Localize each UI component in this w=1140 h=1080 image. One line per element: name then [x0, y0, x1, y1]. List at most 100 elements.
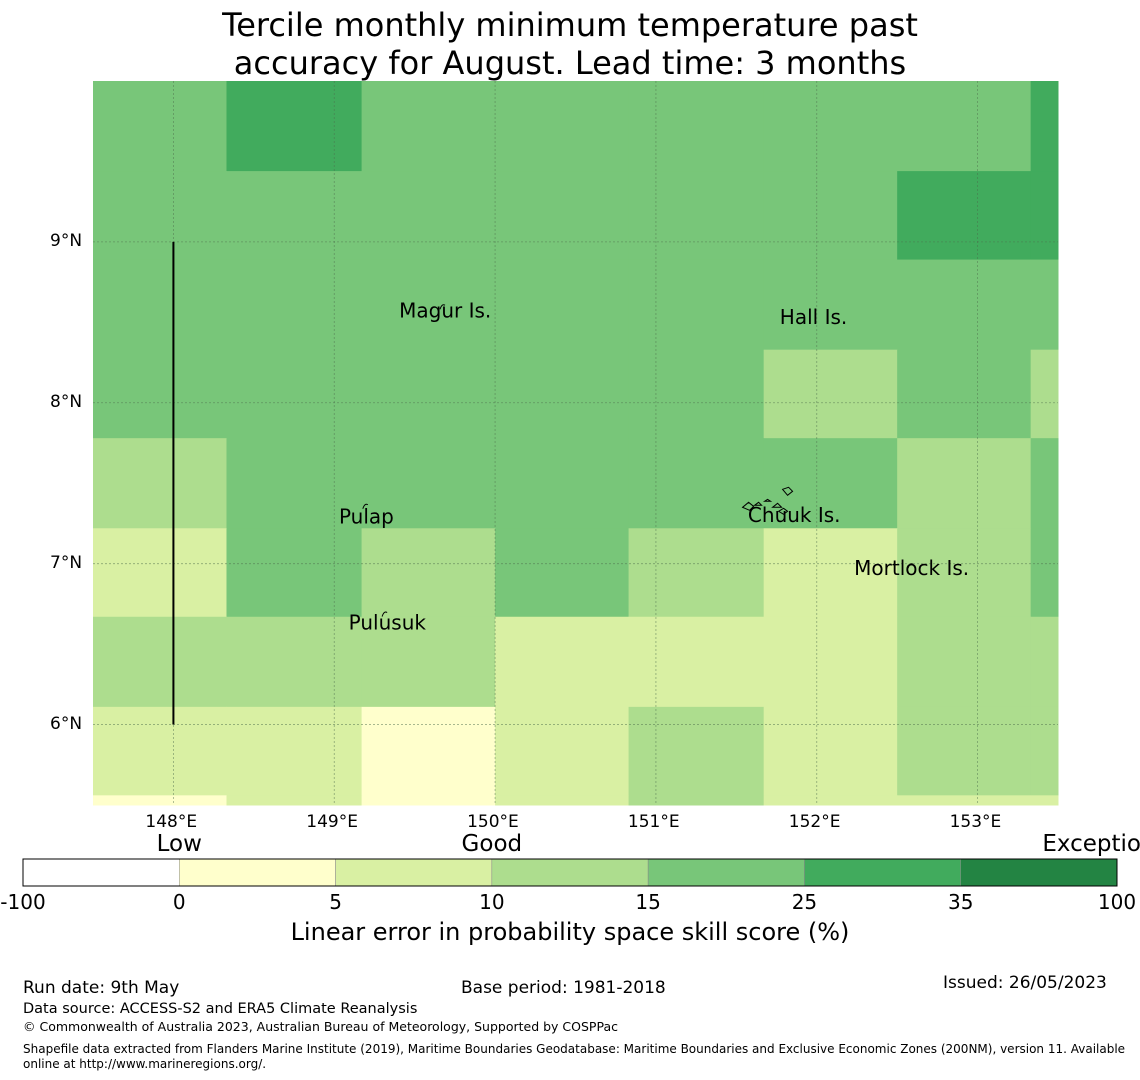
skill-cell — [1030, 706, 1059, 796]
skill-cell — [628, 349, 765, 439]
skill-cell — [763, 616, 898, 708]
skill-cell — [628, 616, 765, 708]
island-outline — [362, 503, 369, 509]
skill-cell — [1030, 171, 1059, 261]
colorbar — [22, 858, 1118, 887]
skill-cell — [897, 81, 1032, 172]
skill-cell — [628, 795, 765, 806]
colorbar-tick-label: 25 — [791, 890, 818, 914]
skill-cell — [495, 81, 630, 172]
skill-cell — [763, 81, 898, 172]
skill-cell — [361, 528, 496, 618]
skill-cell — [628, 259, 765, 351]
skill-cell — [93, 349, 227, 439]
colorbar-segment — [647, 858, 805, 887]
skill-cell — [93, 259, 227, 351]
lon-tick-label: 153°E — [949, 812, 1002, 832]
skill-cell — [495, 616, 630, 708]
skill-cell — [763, 259, 898, 351]
skill-cell — [897, 616, 1032, 708]
place-labels: Magur Is. Hall Is. Pulap Chuuk Is. Mortlock … — [339, 299, 969, 635]
skill-cell — [361, 706, 496, 796]
skill-cell — [226, 81, 363, 172]
skill-cell — [897, 706, 1032, 796]
skill-cell — [1030, 795, 1059, 806]
skill-cell — [763, 438, 898, 529]
skill-cell — [495, 438, 630, 529]
skill-cell — [361, 349, 496, 439]
colorbar-segment — [804, 858, 961, 887]
issued-date: Issued: 26/05/2023 — [943, 973, 1107, 993]
skill-cell — [763, 706, 898, 796]
data-source: Data source: ACCESS-S2 and ERA5 Climate … — [23, 1001, 418, 1017]
island-outline — [381, 611, 388, 617]
skill-cell — [495, 706, 630, 796]
skill-cell — [226, 171, 363, 261]
lon-tick-label: 152°E — [788, 812, 841, 832]
colorbar-tick-label: 10 — [479, 890, 505, 914]
skill-cell — [628, 438, 765, 529]
colorbar-tick-label: -100 — [0, 890, 46, 914]
skill-cell — [897, 528, 1032, 618]
island-outlines — [362, 304, 914, 617]
place-label: Hall Is. — [780, 305, 847, 329]
skill-cell — [361, 171, 496, 261]
skill-cell — [897, 795, 1032, 806]
skill-cell — [495, 349, 630, 439]
skill-cell — [628, 706, 765, 796]
lat-tick-label: 9°N — [50, 230, 83, 251]
colorbar-category-label: Exceptional — [1042, 831, 1140, 857]
skill-cell — [897, 171, 1032, 261]
island-outline — [907, 563, 914, 569]
skill-cell — [93, 171, 227, 261]
skill-cell — [897, 349, 1032, 439]
skill-cell — [93, 438, 227, 529]
skill-cell — [628, 81, 765, 172]
lon-tick-label: 151°E — [627, 812, 680, 832]
skill-cell — [628, 171, 765, 261]
colorbar-tick-label: 15 — [635, 890, 661, 914]
skill-grid — [93, 81, 1059, 806]
skill-cell — [226, 616, 363, 708]
place-label: Pulap — [339, 504, 394, 528]
copyright: © Commonwealth of Australia 2023, Austra… — [23, 1019, 618, 1034]
skill-cell — [93, 616, 227, 708]
skill-cell — [1030, 438, 1059, 529]
skill-cell — [495, 171, 630, 261]
colorbar-segment — [22, 858, 180, 887]
skill-cell — [226, 706, 363, 796]
colorbar-tick-label: 0 — [172, 890, 186, 914]
colorbar-frame — [22, 858, 1118, 887]
skill-cell — [361, 616, 496, 708]
colorbar-segment — [491, 858, 649, 887]
skill-cell — [495, 528, 630, 618]
colorbar-tick-label: 5 — [329, 890, 342, 914]
skill-cell — [763, 795, 898, 806]
place-label: Mortlock Is. — [854, 556, 969, 580]
skill-cell — [1030, 349, 1059, 439]
place-label: Pulusuk — [349, 611, 427, 635]
colorbar-segment — [960, 858, 1118, 887]
colorbar-tick-label: 100 — [1097, 890, 1137, 914]
skill-cell — [495, 259, 630, 351]
colorbar-tick-label: 35 — [947, 890, 974, 914]
skill-cell — [361, 795, 496, 806]
skill-cell — [897, 438, 1032, 529]
shapefile-credit: Shapefile data extracted from Flanders M… — [23, 1042, 1126, 1071]
island-outline — [741, 486, 794, 515]
skill-cell — [226, 349, 363, 439]
title-line-1: Tercile monthly minimum temperature past — [222, 6, 918, 44]
skill-cell — [495, 795, 630, 806]
skill-cell — [93, 706, 227, 796]
skill-cell — [897, 259, 1032, 351]
skill-cell — [763, 528, 898, 618]
map-gridlines — [93, 81, 1058, 805]
skill-cell — [226, 259, 363, 351]
map-title: Tercile monthly minimum temperature past… — [0, 6, 1140, 82]
base-period: Base period: 1981-2018 — [461, 978, 666, 998]
skill-cell — [628, 528, 765, 618]
lon-tick-label: 150°E — [467, 812, 519, 832]
title-line-2: accuracy for August. Lead time: 3 months — [233, 44, 907, 82]
lat-tick-label: 7°N — [50, 552, 83, 573]
